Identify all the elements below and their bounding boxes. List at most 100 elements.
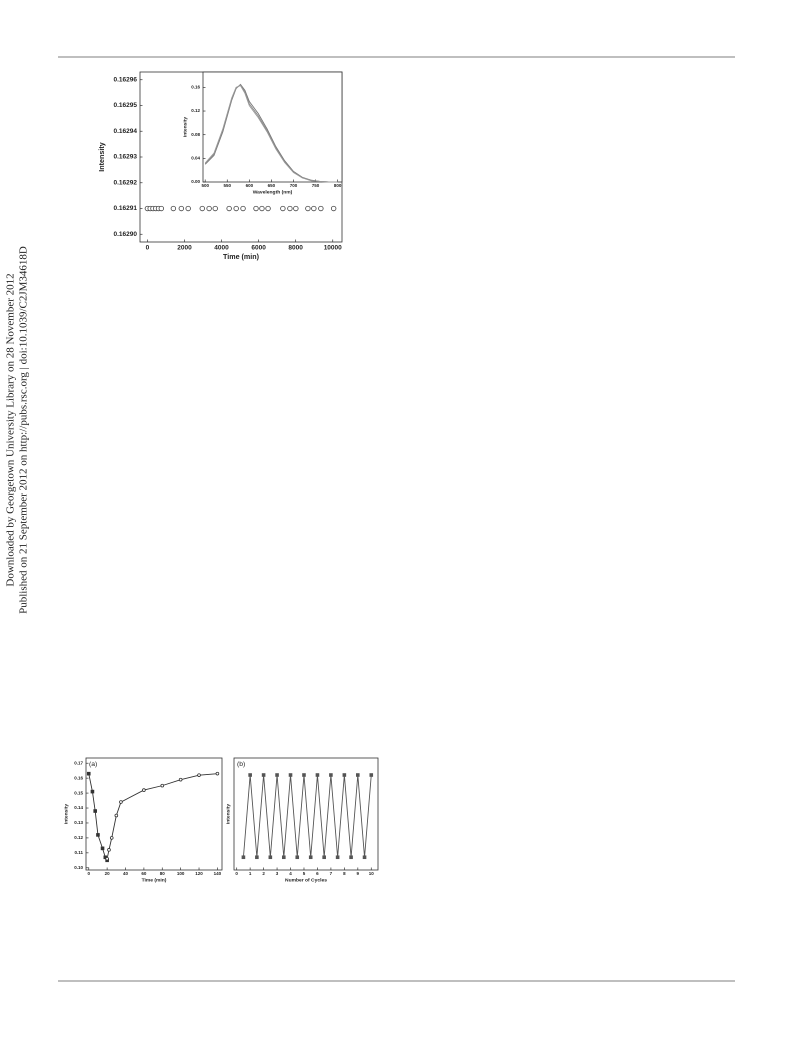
marker <box>215 771 220 776</box>
marker <box>233 205 239 212</box>
x-tick-label: 7 <box>330 871 333 876</box>
y-tick-label: 0.08 <box>191 132 200 137</box>
marker <box>356 773 360 777</box>
y-tick-label: 0.16291 <box>114 205 138 212</box>
y-tick-label: 0.04 <box>191 156 200 161</box>
y-axis-title: Intensity <box>63 804 69 825</box>
x-tick-label: 2 <box>262 871 265 876</box>
y-tick-label: 0.17 <box>74 760 83 765</box>
x-tick-label: 8000 <box>288 245 303 252</box>
marker <box>197 773 201 777</box>
x-axis-title: Wavelength (nm) <box>253 190 293 196</box>
marker <box>248 773 252 777</box>
x-tick-label: 0 <box>146 245 150 252</box>
x-tick-label: 9 <box>357 871 360 876</box>
marker <box>105 856 109 861</box>
marker <box>268 855 273 860</box>
side-text: Downloaded by Georgetown University Libr… <box>5 273 17 586</box>
x-tick-label: 80 <box>160 871 166 876</box>
marker <box>199 205 205 212</box>
y-axis-title: Intensity <box>225 804 231 825</box>
side-text: Published on 21 September 2012 on http:/… <box>18 246 30 614</box>
x-tick-label: 8 <box>343 871 346 876</box>
y-tick-label: 0.00 <box>191 179 200 184</box>
y-tick-label: 0.16 <box>74 775 83 780</box>
x-tick-label: 650 <box>268 183 276 188</box>
marker <box>114 813 119 818</box>
marker <box>93 809 97 813</box>
marker <box>318 205 324 212</box>
marker <box>86 771 91 776</box>
marker <box>119 800 123 804</box>
marker <box>287 205 293 212</box>
marker <box>109 836 114 840</box>
marker <box>362 855 367 860</box>
y-tick-label: 0.16293 <box>114 154 138 161</box>
x-tick-label: 10 <box>369 871 375 876</box>
series-line <box>204 85 338 183</box>
x-tick-label: 3 <box>276 871 279 876</box>
x-tick-label: 1 <box>249 871 252 876</box>
marker <box>158 205 165 212</box>
marker <box>107 848 111 852</box>
x-tick-label: 750 <box>312 183 320 188</box>
x-tick-label: 6000 <box>251 245 266 252</box>
x-axis-title: Time (min) <box>142 878 167 884</box>
marker <box>241 855 246 860</box>
marker <box>329 773 333 777</box>
x-tick-label: 100 <box>177 871 185 876</box>
y-tick-label: 0.13 <box>74 820 83 825</box>
x-tick-label: 0 <box>87 871 90 876</box>
x-tick-label: 550 <box>224 183 232 188</box>
marker <box>281 855 286 860</box>
y-tick-label: 0.15 <box>74 790 83 795</box>
y-tick-label: 0.16296 <box>114 76 138 83</box>
x-tick-label: 800 <box>334 183 342 188</box>
x-tick-label: 20 <box>105 871 111 876</box>
panel-label: (b) <box>237 761 245 768</box>
x-tick-label: 10000 <box>324 245 342 252</box>
x-tick-label: 2000 <box>177 245 192 252</box>
y-tick-label: 0.14 <box>74 805 83 810</box>
x-tick-label: 600 <box>246 183 254 188</box>
x-axis-title: Time (min) <box>223 253 260 261</box>
y-tick-label: 0.11 <box>74 850 83 855</box>
series-line <box>242 774 372 858</box>
marker <box>185 205 191 212</box>
marker <box>253 205 259 212</box>
marker <box>280 205 286 212</box>
marker <box>293 205 299 212</box>
plot-frame <box>202 71 343 183</box>
marker <box>349 855 353 860</box>
marker <box>315 773 320 777</box>
marker <box>226 205 232 212</box>
x-tick-label: 4000 <box>214 245 229 252</box>
marker <box>302 773 306 777</box>
y-axis-title: Intensity <box>182 117 188 138</box>
marker <box>96 833 100 837</box>
marker <box>261 773 266 777</box>
marker <box>342 773 347 777</box>
series-line <box>106 773 218 859</box>
marker <box>330 205 337 212</box>
marker <box>275 773 279 777</box>
x-tick-label: 5 <box>303 871 306 876</box>
marker <box>160 783 165 788</box>
marker <box>311 205 317 212</box>
y-tick-label: 0.16290 <box>114 231 138 238</box>
marker <box>308 855 313 860</box>
y-tick-label: 0.12 <box>74 835 83 840</box>
marker <box>305 205 311 212</box>
x-tick-label: 700 <box>290 183 298 188</box>
y-tick-label: 0.16292 <box>114 179 138 186</box>
y-axis-title: Intensity <box>98 142 106 171</box>
marker <box>265 205 271 212</box>
panel-label: (a) <box>89 761 97 768</box>
marker <box>322 855 326 860</box>
x-tick-label: 6 <box>316 871 319 876</box>
marker <box>335 855 340 860</box>
plot-frame <box>233 757 379 871</box>
marker <box>170 205 177 212</box>
y-tick-label: 0.16295 <box>114 102 138 109</box>
